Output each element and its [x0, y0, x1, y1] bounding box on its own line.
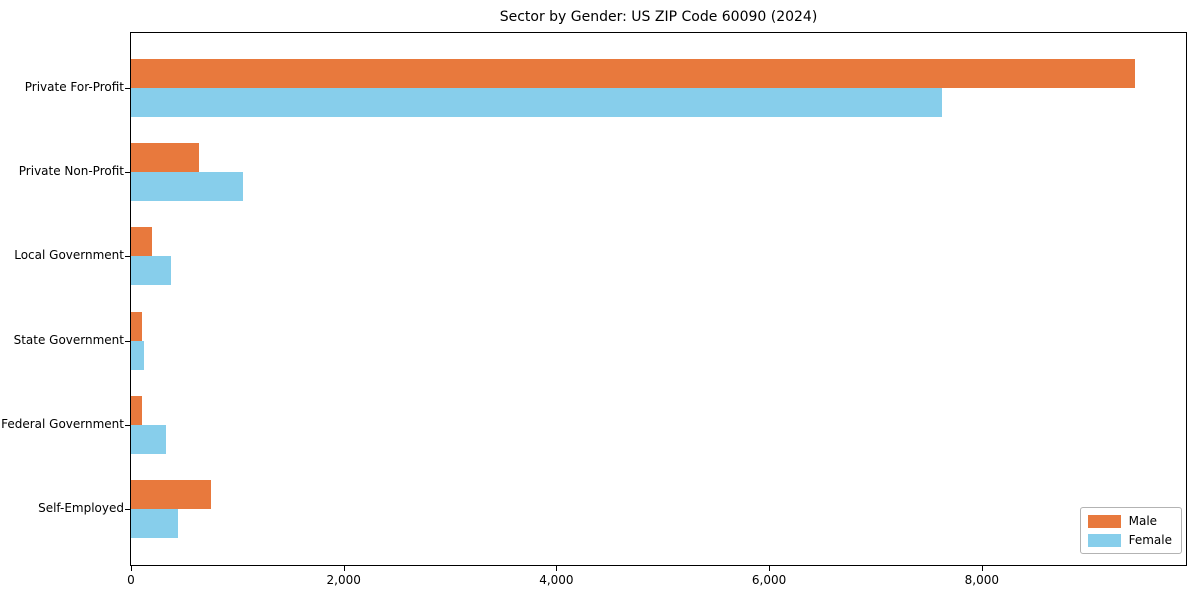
- x-tick: [556, 566, 558, 571]
- bar-female-private-non-profit: [131, 172, 243, 202]
- x-tick: [769, 566, 771, 571]
- x-tick: [981, 566, 983, 571]
- y-tick: [125, 172, 130, 174]
- bar-male-state-government: [131, 311, 143, 341]
- y-tick-label: Self-Employed: [38, 501, 124, 515]
- bar-male-self-employed: [131, 480, 211, 509]
- legend: Male Female: [1079, 507, 1182, 554]
- legend-label-female: Female: [1128, 533, 1172, 547]
- x-tick: [343, 566, 345, 571]
- bar-female-local-government: [131, 256, 172, 286]
- bar-female-self-employed: [131, 509, 178, 538]
- bar-female-federal-government: [131, 424, 167, 454]
- x-tick: [131, 566, 132, 571]
- legend-swatch-male: [1087, 514, 1121, 528]
- x-tick-label: 2,000: [326, 573, 361, 587]
- chart-title: Sector by Gender: US ZIP Code 60090 (202…: [499, 9, 818, 25]
- x-tick-label: 0: [127, 573, 135, 587]
- bar-female-private-for-profit: [131, 88, 943, 117]
- y-tick: [125, 424, 130, 426]
- legend-swatch-female: [1087, 533, 1121, 547]
- bar-male-private-for-profit: [131, 59, 1135, 88]
- plot-area: Male Female: [125, 32, 1187, 566]
- x-tick-label: 6,000: [751, 573, 787, 587]
- y-tick-label: Local Government: [14, 248, 124, 263]
- bar-male-federal-government: [131, 395, 142, 425]
- y-axis-labels: Private For-Profit Private Non-Profit Loca…: [0, 32, 124, 566]
- y-tick: [125, 340, 130, 342]
- y-tick-label: Federal Government: [1, 416, 124, 431]
- bar-male-local-government: [131, 227, 153, 257]
- y-tick-label: State Government: [13, 332, 124, 347]
- y-tick-label: Private For-Profit: [24, 80, 124, 94]
- bar-female-state-government: [131, 340, 144, 370]
- y-tick-label: Private Non-Profit: [18, 164, 124, 179]
- legend-item-male: Male: [1087, 514, 1172, 528]
- x-tick-label: 8,000: [964, 573, 999, 587]
- bar-male-private-non-profit: [131, 143, 200, 173]
- legend-label-male: Male: [1128, 514, 1158, 528]
- x-tick-label: 4,000: [539, 573, 574, 587]
- y-tick: [125, 256, 130, 258]
- y-tick: [125, 88, 130, 89]
- y-tick: [125, 509, 130, 510]
- legend-item-female: Female: [1087, 533, 1172, 547]
